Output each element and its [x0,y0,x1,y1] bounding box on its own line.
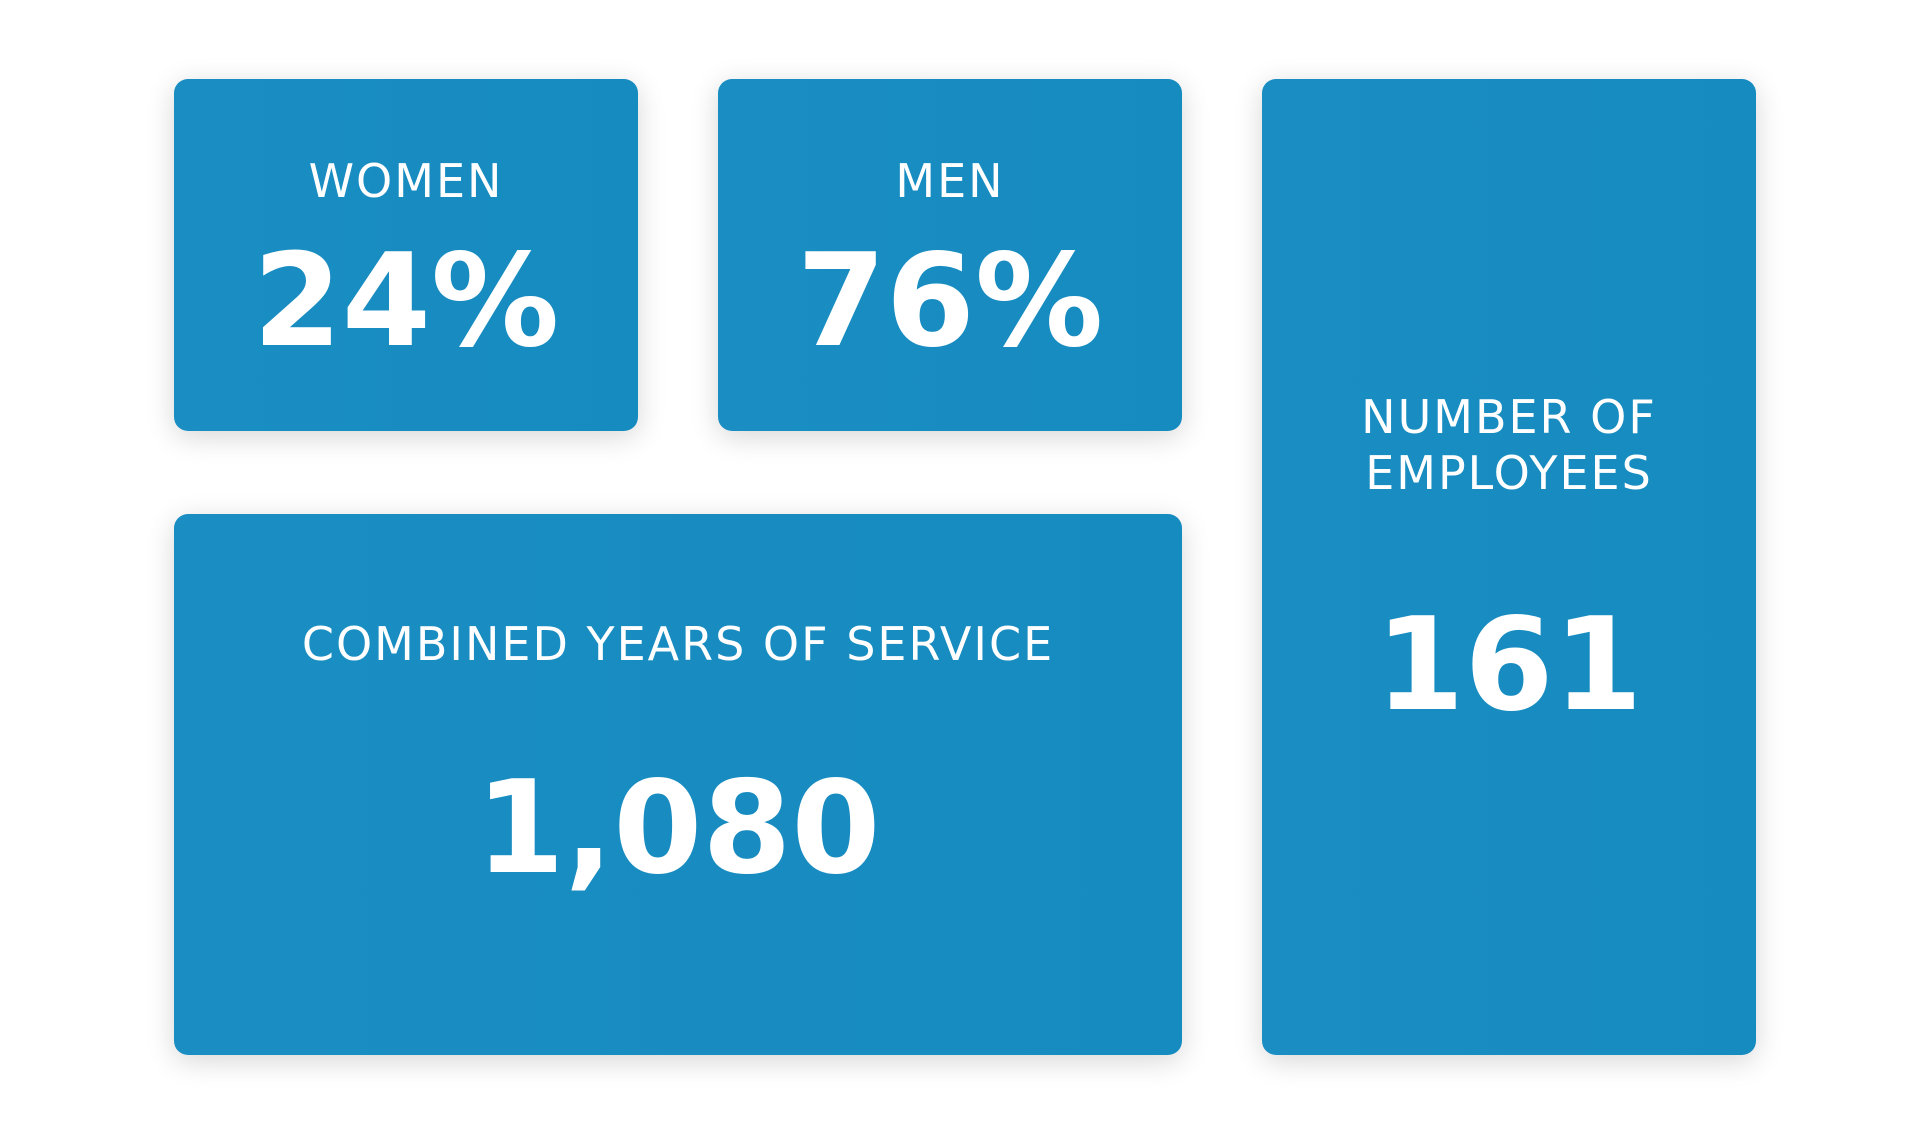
women-label: WOMEN [308,154,504,208]
employees-value: 161 [1375,591,1643,740]
employees-label-line2: EMPLOYEES [1365,446,1653,500]
combined-years-value: 1,080 [475,754,881,903]
men-label: MEN [895,154,1005,208]
combined-years-label: COMBINED YEARS OF SERVICE [301,617,1055,671]
women-value: 24% [252,227,560,376]
women-stat-card: WOMEN 24% [174,79,638,431]
employees-label-line1: NUMBER OF [1361,390,1657,444]
combined-years-card: COMBINED YEARS OF SERVICE 1,080 [174,514,1182,1055]
men-stat-card: MEN 76% [718,79,1182,431]
men-value: 76% [796,227,1104,376]
employees-card: NUMBER OF EMPLOYEES 161 [1262,79,1756,1055]
